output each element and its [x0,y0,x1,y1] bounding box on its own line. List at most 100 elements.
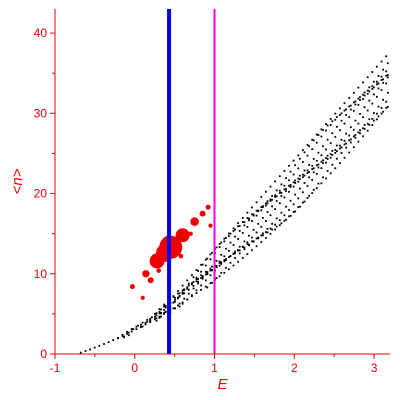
background-point [285,205,287,208]
background-point [334,135,337,138]
background-point [209,267,212,270]
highlight-point [147,277,154,284]
background-point [303,200,306,203]
background-point [376,80,378,83]
background-point [362,135,364,138]
background-point [283,196,286,199]
background-point [345,108,347,111]
background-point [121,335,124,337]
background-point [243,246,246,249]
background-point [366,122,369,125]
y-tick-label: 40 [34,26,48,40]
background-point [380,112,383,115]
background-point [275,225,278,228]
background-point [326,158,329,160]
background-point [362,116,364,119]
background-point [357,103,360,106]
background-point [132,328,135,330]
background-point [303,182,306,184]
background-point [186,287,189,290]
background-point [368,86,371,89]
background-point [343,102,346,105]
background-point [386,62,389,65]
background-point [297,206,300,209]
background-point [269,227,272,230]
background-point [243,248,246,251]
background-point [251,240,253,243]
background-point [181,301,184,304]
background-point [322,129,324,131]
background-point [382,110,384,113]
background-point [237,238,239,240]
background-point [339,107,341,110]
y-tick-label: 30 [34,106,48,120]
background-point [177,290,179,292]
background-point [269,200,272,202]
background-point [163,309,165,311]
background-point [271,228,273,231]
background-point [265,231,267,234]
background-point [331,150,334,152]
background-point [93,346,96,349]
background-point [172,307,175,310]
background-point [377,105,380,108]
background-point [308,176,310,179]
background-point [178,295,181,297]
background-point [377,75,380,77]
background-point [303,151,306,154]
background-point [187,292,190,295]
background-point [215,246,218,249]
background-point [334,167,337,170]
background-point [348,116,351,118]
background-point [238,249,241,252]
y-axis-title: <n> [9,168,26,194]
background-point [192,285,195,287]
background-point [135,325,138,328]
background-point [130,330,133,333]
background-point [343,139,346,142]
background-point [303,169,306,172]
background-point [362,93,364,96]
background-point [257,209,260,212]
background-point [348,105,351,108]
background-point [363,91,366,94]
background-point [160,315,162,318]
background-point [354,119,357,122]
background-point [248,217,250,220]
background-point [112,339,115,341]
background-point [348,139,351,142]
background-point [211,251,213,254]
background-point [357,97,360,100]
background-point [299,178,301,181]
background-point [303,174,306,177]
background-point [311,179,314,181]
background-point [306,185,309,187]
background-point [373,80,375,83]
background-point [220,272,223,274]
background-point [209,269,212,272]
background-point [343,156,346,159]
background-point [257,236,260,239]
background-point [154,318,156,321]
background-point [320,128,323,131]
background-point [84,350,87,352]
background-point [155,319,158,322]
background-point [382,68,384,71]
background-point [302,173,304,176]
background-point [252,214,255,217]
background-point [340,119,343,122]
background-point [209,258,212,261]
background-point [376,112,378,115]
background-point [371,85,374,88]
background-point [311,148,314,150]
background-point [329,153,332,155]
background-point [278,192,281,194]
highlight-points-layer [129,204,213,300]
background-point [181,289,184,292]
background-point [201,275,204,277]
background-point [297,180,300,183]
background-point [127,331,130,334]
background-point [123,336,125,339]
background-point [266,202,269,205]
